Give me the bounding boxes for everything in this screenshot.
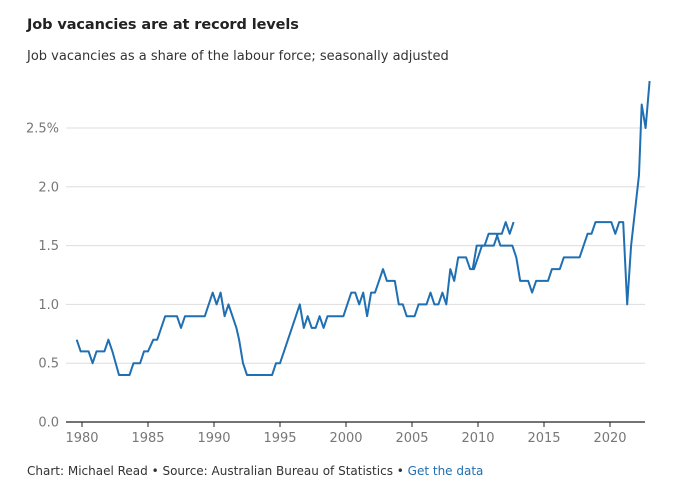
- chart-subtitle: Job vacancies as a share of the labour f…: [27, 49, 449, 64]
- series-line-1: [75, 221, 515, 376]
- y-tick-label: 1.0: [38, 298, 59, 313]
- y-tick-label: 0.5: [38, 357, 59, 372]
- get-the-data-link[interactable]: Get the data: [407, 464, 484, 478]
- x-tick-label: 2000: [329, 431, 362, 446]
- footer-credit: Chart: Michael Read • Source: Australian…: [27, 464, 408, 478]
- y-tick-labels: 0.0 0.5 1.0 1.5 2.0 2.5%: [26, 122, 59, 431]
- x-tick-label: 1990: [197, 431, 230, 446]
- series-line-2: [471, 80, 651, 306]
- gridlines: [66, 127, 645, 423]
- x-tick-label: 1985: [131, 431, 164, 446]
- y-tick-label: 2.5%: [26, 122, 59, 137]
- chart-footer: Chart: Michael Read • Source: Australian…: [27, 464, 483, 478]
- y-tick-label: 1.5: [38, 239, 59, 254]
- y-tick-label: 0.0: [38, 416, 59, 431]
- chart-title: Job vacancies are at record levels: [27, 17, 299, 33]
- x-tick-label: 2005: [395, 431, 428, 446]
- x-tick-label: 2020: [593, 431, 626, 446]
- y-tick-label: 2.0: [38, 180, 59, 195]
- x-tick-label: 1980: [65, 431, 98, 446]
- x-tick-label: 2010: [461, 431, 494, 446]
- x-tick-labels: 1980 1985 1990 1995 2000 2005 2010 2015 2020: [65, 422, 627, 446]
- x-tick-label: 2015: [527, 431, 560, 446]
- series-lines: [75, 80, 651, 376]
- x-tick-label: 1995: [263, 431, 296, 446]
